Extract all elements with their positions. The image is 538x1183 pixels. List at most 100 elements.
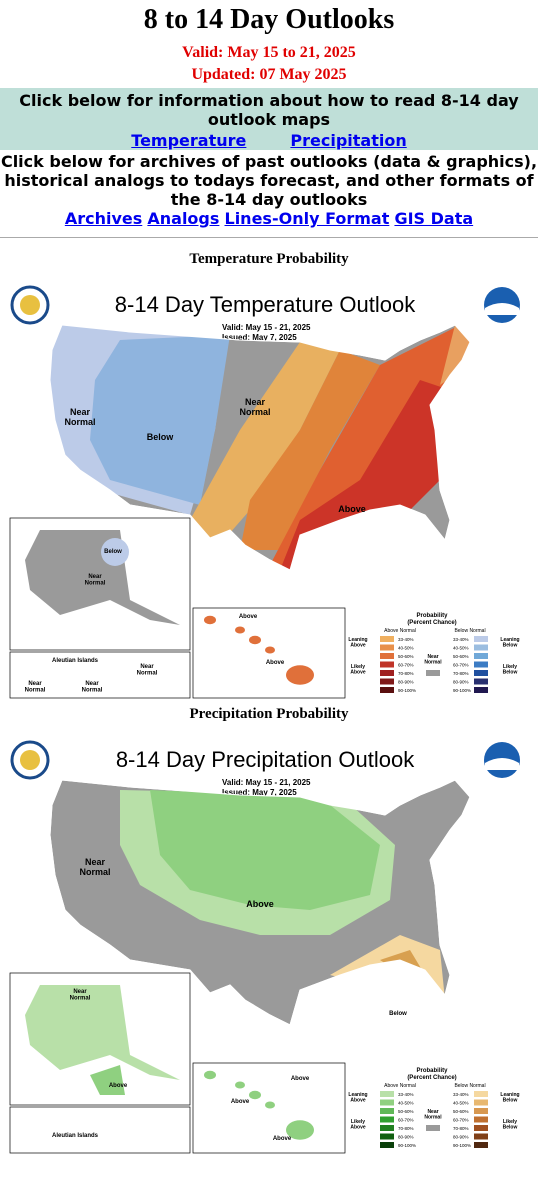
legend-header: Above Normal	[384, 628, 416, 634]
link[interactable]: GIS Data	[394, 209, 474, 228]
map-label: Normal	[79, 867, 110, 877]
legend-range: 40-50%	[453, 1101, 469, 1106]
legend-range: 60-70%	[453, 1118, 469, 1123]
map-label: Below	[147, 432, 175, 442]
island	[265, 1101, 275, 1109]
bands	[50, 325, 470, 570]
legend-header: Below Normal	[454, 1083, 485, 1089]
legend-swatch	[474, 1091, 488, 1097]
legend-swatch	[380, 653, 394, 659]
info-links: Temperature Precipitation	[0, 131, 538, 150]
link[interactable]: Lines-Only Format	[224, 209, 390, 228]
probability-area	[440, 325, 470, 385]
map-label: Near	[28, 681, 42, 687]
legend-swatch	[474, 1142, 488, 1148]
archives-text: Click below for archives of past outlook…	[0, 152, 538, 209]
divider	[0, 237, 538, 238]
legend-swatch	[474, 661, 488, 668]
island	[249, 1090, 261, 1100]
alaska-area	[90, 1065, 125, 1095]
legend-swatch	[380, 687, 394, 693]
island	[286, 665, 314, 685]
map-label: Above	[273, 1136, 292, 1142]
link[interactable]: Analogs	[147, 209, 220, 228]
legend-header: Above Normal	[384, 1083, 416, 1089]
legend-swatch	[474, 1125, 488, 1131]
link[interactable]: Temperature	[131, 131, 247, 150]
map-label: Likely	[351, 664, 365, 670]
legend-swatch	[380, 644, 394, 651]
map-heading: Temperature Probability	[189, 251, 349, 267]
archive-links: Archives Analogs Lines-Only Format GIS D…	[0, 209, 538, 228]
legend-range: 60-70%	[398, 1118, 414, 1123]
map-label: Aleutian Islands	[52, 658, 99, 664]
probability-area	[280, 380, 450, 570]
map-valid: Valid: May 15 - 21, 2025	[222, 323, 311, 332]
map-label: Near	[73, 989, 87, 995]
legend-swatch	[426, 670, 440, 676]
map-label: Above	[338, 504, 366, 514]
map-label: Above	[350, 1125, 366, 1131]
map-label: Above	[109, 1083, 128, 1089]
legend-range: 33-40%	[453, 1092, 469, 1097]
map-title: 8-14 Day Temperature Outlook	[115, 292, 416, 317]
map-issued: Issued: May 7, 2025	[222, 788, 297, 797]
legend-range: 60-70%	[453, 663, 469, 668]
legend-swatch	[380, 661, 394, 668]
map-label: Near	[88, 574, 102, 580]
map-label: Near	[85, 681, 99, 687]
legend-swatch	[474, 1116, 488, 1123]
legend-range: 33-40%	[398, 637, 414, 642]
legend-range: 50-60%	[453, 654, 469, 659]
legend-swatch	[474, 1133, 488, 1140]
legend-swatch	[474, 670, 488, 676]
legend-title: Probability	[416, 1068, 448, 1074]
map-label: Normal	[85, 581, 106, 587]
legend-swatch	[380, 1091, 394, 1097]
map-label: Normal	[424, 1115, 442, 1121]
map-label: Leaning	[348, 637, 367, 643]
island	[265, 646, 275, 654]
link[interactable]: Archives	[64, 209, 143, 228]
legend-subtitle: (Percent Chance)	[407, 620, 456, 626]
map-label: Likely	[503, 664, 517, 670]
link[interactable]: Precipitation	[290, 131, 407, 150]
alaska-area	[101, 538, 129, 566]
doc-logo-inner	[20, 750, 40, 770]
map-label: Below	[503, 1125, 518, 1131]
legend-swatch	[380, 1133, 394, 1140]
map-label: Normal	[424, 660, 442, 666]
legend-header: Below Normal	[454, 628, 485, 634]
doc-logo-inner	[20, 295, 40, 315]
legend-range: 90-100%	[398, 688, 416, 693]
legend-swatch	[380, 1108, 394, 1114]
legend-range: 50-60%	[398, 1109, 414, 1114]
legend-swatch	[426, 1125, 440, 1131]
probability-area	[240, 350, 380, 550]
legend-swatch	[474, 644, 488, 651]
title-wrap: 8 to 14 Day Outlooks	[0, 4, 538, 36]
legend-swatch	[380, 678, 394, 685]
legend-range: 70-80%	[398, 671, 414, 676]
legend-range: 80-90%	[453, 1135, 469, 1140]
map-label: Below	[104, 549, 122, 555]
map-label: Normal	[64, 417, 95, 427]
legend-swatch	[380, 636, 394, 642]
legend-range: 80-90%	[398, 680, 414, 685]
map-label: Below	[503, 643, 518, 649]
alaska	[25, 530, 180, 625]
map-issued: Issued: May 7, 2025	[222, 333, 297, 342]
legend-range: 90-100%	[453, 1143, 471, 1148]
map-label: Above	[239, 614, 258, 620]
island	[235, 1081, 245, 1089]
map-label: Above	[291, 1076, 310, 1082]
map-label: Below	[503, 1098, 518, 1104]
map-label: Aleutian Islands	[52, 1133, 99, 1139]
legend-swatch	[474, 636, 488, 642]
updated: Updated: 07 May 2025	[191, 66, 347, 83]
precipitation-map: 8-14 Day Precipitation Outlook Valid: May…	[9, 740, 520, 1154]
map-label: Above	[350, 670, 366, 676]
probability-area	[150, 790, 380, 910]
map-label: Above	[350, 643, 366, 649]
map-label: Near	[427, 654, 438, 660]
